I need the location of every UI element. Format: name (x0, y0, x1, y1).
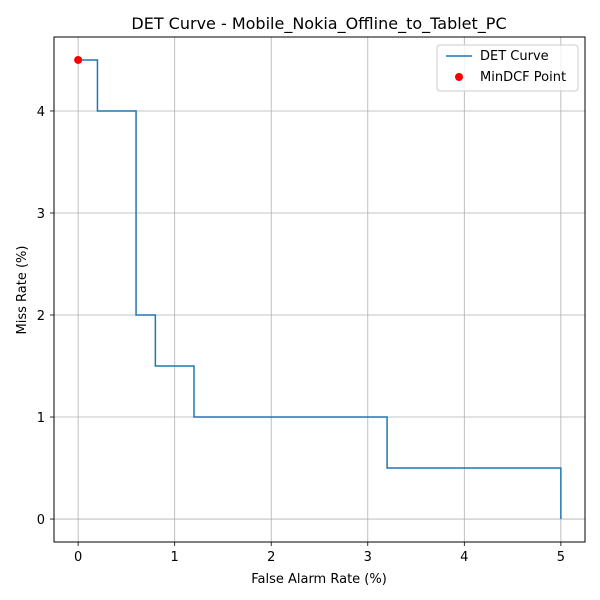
y-tick-label: 1 (37, 411, 45, 426)
x-tick-label: 5 (557, 550, 565, 565)
y-tick-label: 0 (37, 513, 45, 528)
x-tick-label: 0 (74, 550, 82, 565)
plot-area (74, 55, 562, 520)
legend-label-mindcf-point: MinDCF Point (480, 70, 566, 85)
x-tick-label: 2 (267, 550, 275, 565)
legend-box (436, 44, 579, 92)
legend-label-det-curve: DET Curve (480, 49, 549, 64)
y-tick-label: 2 (37, 309, 45, 324)
x-tick-label: 4 (460, 550, 468, 565)
x-axis-title: False Alarm Rate (%) (251, 572, 387, 587)
y-tick-label: 3 (37, 207, 45, 222)
y-tick-label: 4 (37, 105, 45, 120)
legend-marker-swatch (455, 73, 463, 81)
y-axis-title: Miss Rate (%) (15, 246, 30, 335)
legend: DET Curve MinDCF Point (436, 44, 579, 92)
axes-frame (53, 36, 586, 543)
chart-title: DET Curve - Mobile_Nokia_Offline_to_Tabl… (131, 14, 506, 34)
x-tick-label: 1 (171, 550, 179, 565)
ticks: 0 1 2 3 4 5 0 1 2 3 4 (37, 105, 565, 565)
mindcf-point (74, 55, 83, 64)
det-curve-line (78, 59, 562, 520)
x-tick-label: 3 (364, 550, 372, 565)
